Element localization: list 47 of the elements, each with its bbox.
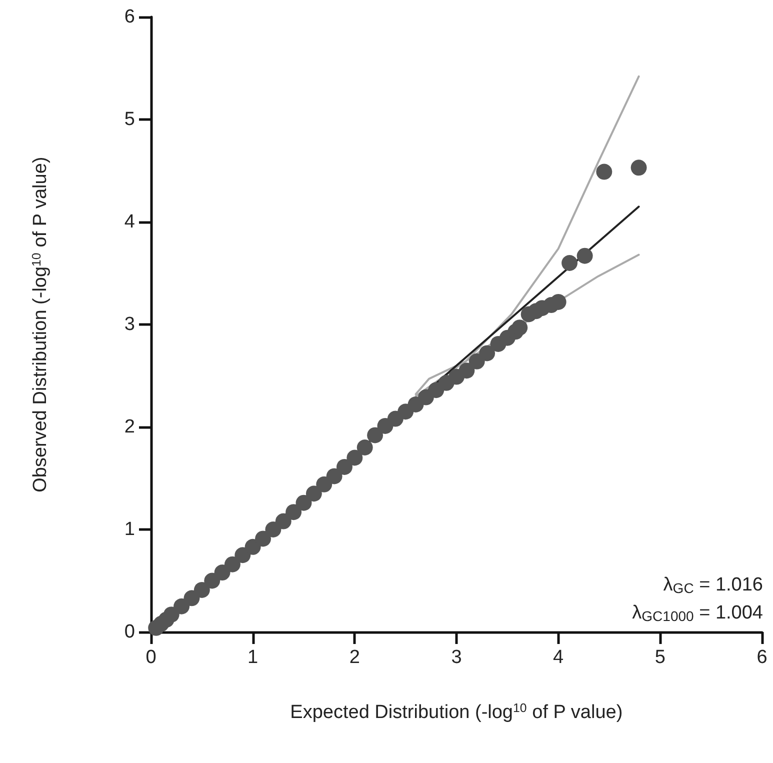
point bbox=[458, 362, 475, 379]
point bbox=[596, 164, 612, 180]
point bbox=[296, 494, 312, 511]
point bbox=[326, 468, 342, 484]
point bbox=[550, 294, 566, 310]
point bbox=[336, 458, 352, 475]
point bbox=[286, 504, 302, 520]
point bbox=[275, 513, 292, 530]
annotation: λGC1000 = 1.004 bbox=[632, 602, 764, 624]
x-tick-label: 5 bbox=[654, 647, 666, 668]
x-tick-label: 3 bbox=[451, 647, 462, 668]
point bbox=[479, 345, 496, 362]
point bbox=[306, 486, 322, 502]
point bbox=[204, 572, 220, 589]
x-tick-label: 6 bbox=[756, 647, 768, 668]
point bbox=[184, 590, 200, 606]
point bbox=[163, 606, 180, 623]
y-tick-label: 4 bbox=[124, 212, 136, 232]
y-tick-label: 0 bbox=[124, 622, 135, 642]
x-tick-label: 4 bbox=[553, 647, 564, 668]
y-tick-label: 6 bbox=[124, 6, 135, 28]
x-tick-label: 0 bbox=[146, 647, 156, 668]
y-axis-title: Observed Distribution (-log10 of P value) bbox=[29, 156, 52, 492]
point bbox=[244, 538, 261, 555]
point bbox=[234, 547, 251, 564]
point bbox=[224, 556, 240, 572]
y-tick-label: 5 bbox=[124, 109, 135, 130]
y-tick-label: 3 bbox=[124, 314, 135, 335]
point bbox=[356, 440, 373, 456]
point bbox=[194, 582, 210, 598]
point bbox=[316, 476, 332, 492]
point bbox=[562, 255, 578, 271]
point bbox=[265, 522, 282, 538]
annotation: λGC = 1.016 bbox=[663, 574, 764, 596]
x-tick-label: 1 bbox=[248, 647, 258, 668]
point bbox=[576, 248, 593, 264]
point bbox=[214, 564, 230, 581]
point bbox=[346, 450, 363, 466]
point bbox=[255, 530, 272, 547]
point bbox=[468, 353, 485, 370]
point bbox=[630, 160, 647, 176]
y-tick-label: 1 bbox=[124, 519, 135, 540]
x-tick-label: 2 bbox=[349, 647, 360, 668]
point bbox=[512, 320, 528, 336]
point bbox=[367, 427, 384, 444]
y-tick-label: 2 bbox=[124, 416, 135, 438]
point bbox=[174, 598, 190, 614]
